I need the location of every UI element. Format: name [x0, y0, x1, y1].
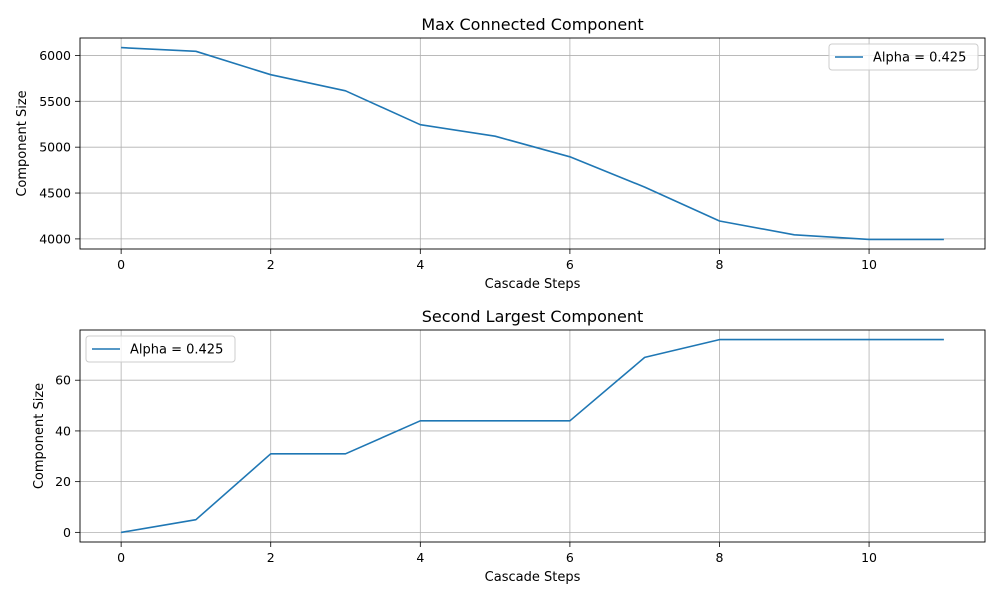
- legend: Alpha = 0.425: [86, 336, 235, 362]
- y-tick-label: 5500: [39, 94, 71, 109]
- y-axis-label: Component Size: [15, 90, 30, 196]
- x-axis-label: Cascade Steps: [485, 570, 581, 585]
- y-tick-label: 20: [55, 474, 71, 489]
- x-tick-label: 0: [117, 257, 125, 272]
- x-tick-label: 6: [566, 257, 574, 272]
- y-tick-label: 4000: [39, 231, 71, 246]
- x-tick-label: 8: [716, 550, 724, 565]
- x-tick-label: 2: [267, 257, 275, 272]
- x-tick-label: 10: [861, 550, 877, 565]
- x-tick-label: 0: [117, 550, 125, 565]
- series-line: [121, 340, 944, 533]
- y-tick-label: 60: [55, 373, 71, 388]
- legend: Alpha = 0.425: [829, 44, 978, 70]
- y-tick-label: 4500: [39, 186, 71, 201]
- y-axis-label: Component Size: [32, 383, 47, 489]
- subplot-1: 0 2 4 6 8 10 4000 4500 5000 5500 6000 Max Connected…: [15, 15, 985, 292]
- x-tick-label: 6: [566, 550, 574, 565]
- x-tick-label: 4: [416, 550, 424, 565]
- y-tick-label: 40: [55, 423, 71, 438]
- y-tick-label: 5000: [39, 140, 71, 155]
- legend-label: Alpha = 0.425: [130, 343, 223, 358]
- y-tick-label: 6000: [39, 48, 71, 63]
- legend-label: Alpha = 0.425: [873, 51, 966, 66]
- chart-title: Second Largest Component: [422, 307, 644, 326]
- x-axis-label: Cascade Steps: [485, 277, 581, 292]
- series-line: [121, 48, 944, 240]
- x-tick-label: 8: [716, 257, 724, 272]
- x-tick-label: 10: [861, 257, 877, 272]
- x-tick-label: 4: [416, 257, 424, 272]
- x-tick-label: 2: [267, 550, 275, 565]
- subplot-2: 0 2 4 6 8 10 0 20 40 60 Second Largest Component Ca…: [32, 307, 985, 585]
- chart-title: Max Connected Component: [421, 15, 643, 34]
- y-tick-label: 0: [63, 525, 71, 540]
